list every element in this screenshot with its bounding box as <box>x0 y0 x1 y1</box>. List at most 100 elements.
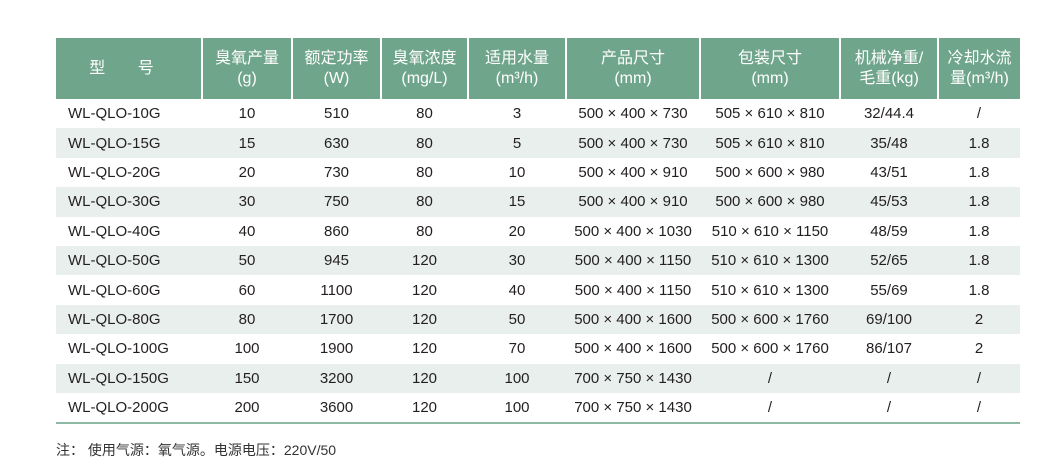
table-cell: 500 × 600 × 1760 <box>711 340 829 358</box>
table-cell: / <box>976 105 982 123</box>
table-cell: 48/59 <box>870 222 908 240</box>
table-cell: 80 <box>416 105 433 123</box>
column-header-line: (m³/h) <box>495 69 539 87</box>
table-cell: 10 <box>238 105 256 123</box>
table-cell: 510 × 610 × 1300 <box>711 281 829 299</box>
table-cell: 1.8 <box>968 163 990 181</box>
table-cell: 60 <box>238 281 256 299</box>
table-cell: 500 × 400 × 1150 <box>574 281 692 299</box>
column-header-line: 额定功率 <box>304 49 369 67</box>
table-cell: 500 × 400 × 1030 <box>574 222 692 240</box>
table-cell: WL-QLO-20G <box>68 163 161 181</box>
table-cell: 860 <box>323 222 350 240</box>
table-cell: 120 <box>411 281 438 299</box>
table-cell: 120 <box>381 304 468 335</box>
table-cell: 5 <box>468 128 566 158</box>
table-cell: 500 × 400 × 1600 <box>566 304 700 335</box>
table-cell: 50 <box>468 304 566 335</box>
column-header: 产品尺寸 (mm) <box>565 38 700 99</box>
table-cell: 30 <box>202 187 292 217</box>
table-row: WL-QLO-10G 10 510 80 3 500 × 400 × 730 505 × 6… <box>56 99 1020 128</box>
column-header-line: (mg/L) <box>401 69 448 87</box>
table-cell: 500 × 400 × 1150 <box>566 245 700 276</box>
table-cell: WL-QLO-10G <box>68 105 161 123</box>
table-cell: 69/100 <box>840 304 938 335</box>
table-cell: 30 <box>468 245 566 276</box>
table-cell: 200 <box>202 392 292 425</box>
column-header-line: 量(m³/h) <box>950 69 1009 87</box>
table-cell: 2 <box>938 304 1020 335</box>
table-cell: 1.8 <box>968 222 990 240</box>
table-row: WL-QLO-15G 15 630 80 5 500 × 400 × 730 505 × 6… <box>56 128 1020 158</box>
table-cell: 3600 <box>292 392 381 425</box>
table-cell: 45/53 <box>840 187 938 217</box>
table-cell: 510 × 610 × 1300 <box>700 245 840 276</box>
table-cell: 40 <box>238 222 256 240</box>
table-cell: 500 × 400 × 910 <box>578 163 688 181</box>
table-header-row: 型 号 臭氧产量 (g) 额定功率 (W) 臭氧浓度 (mg/L) 适用水量 (m³/h) 产品尺… <box>56 38 1020 99</box>
table-cell: 700 × 750 × 1430 <box>566 392 700 425</box>
table-cell: 500 × 400 × 730 <box>578 105 688 123</box>
table-cell: 20 <box>238 163 256 181</box>
table-cell: 750 <box>292 187 381 217</box>
table-cell: 510 × 610 × 1150 <box>711 222 829 240</box>
table-cell: 505 × 610 × 810 <box>715 105 825 123</box>
table-cell: 80 <box>381 187 468 217</box>
table-cell: 50 <box>202 245 292 276</box>
column-header-line: 产品尺寸 <box>600 49 665 67</box>
table-cell: / <box>938 392 1020 425</box>
table-row: WL-QLO-100G 100 1900 120 70 500 × 400 × 1600 5… <box>56 334 1020 363</box>
column-header: 型 号 <box>56 38 202 99</box>
table-cell: 510 <box>323 105 350 123</box>
table-row: WL-QLO-40G 40 860 80 20 500 × 400 × 1030 510 ×… <box>56 217 1020 246</box>
table-cell: 1900 <box>319 340 354 358</box>
column-header-line: (mm) <box>751 69 789 87</box>
table-cell: / <box>700 363 840 393</box>
column-header: 冷却水流量(m³/h) <box>937 38 1020 99</box>
column-header-line: 适用水量 <box>484 49 549 67</box>
column-header-line: (mm) <box>614 69 652 87</box>
table-cell: 500 × 400 × 910 <box>566 187 700 217</box>
column-header-line: 包装尺寸 <box>737 49 802 67</box>
column-header: 机械净重/毛重(kg) <box>839 38 938 99</box>
column-header-line: 型 号 <box>89 59 168 77</box>
table-cell: 120 <box>411 340 438 358</box>
table-cell: 70 <box>508 340 526 358</box>
table-cell: 32/44.4 <box>863 105 915 123</box>
table-cell: WL-QLO-15G <box>56 128 202 158</box>
table-cell: 3 <box>512 105 522 123</box>
table-cell: 500 × 600 × 1760 <box>700 304 840 335</box>
table-row: WL-QLO-20G 20 730 80 10 500 × 400 × 910 500 × … <box>56 158 1020 187</box>
table-cell: 1.8 <box>938 128 1020 158</box>
footnote: 注： 使用气源：氧气源。电源电压：220V/50 <box>56 442 337 458</box>
table-cell: / <box>840 363 938 393</box>
column-header-line: (W) <box>323 69 350 87</box>
column-header: 适用水量 (m³/h) <box>467 38 566 99</box>
table-cell: WL-QLO-200G <box>56 392 202 425</box>
table-cell: 80 <box>202 304 292 335</box>
table-cell: 52/65 <box>840 245 938 276</box>
table-cell: 80 <box>416 163 433 181</box>
table-cell: / <box>700 392 840 425</box>
table-cell: 20 <box>508 222 526 240</box>
table-row: WL-QLO-60G 60 1100 120 40 500 × 400 × 1150 510… <box>56 275 1020 304</box>
table-cell: 55/69 <box>870 281 908 299</box>
table-cell: 500 × 600 × 980 <box>715 163 825 181</box>
table-cell: 35/48 <box>840 128 938 158</box>
table-cell: WL-QLO-60G <box>68 281 161 299</box>
table-cell: 120 <box>381 245 468 276</box>
table-cell: WL-QLO-100G <box>68 340 169 358</box>
table-cell: 86/107 <box>866 340 912 358</box>
column-header-line: 冷却水流 <box>947 49 1012 67</box>
table-cell: 500 × 600 × 980 <box>700 187 840 217</box>
table-cell: 43/51 <box>870 163 908 181</box>
column-header-line: 毛重(kg) <box>859 69 919 87</box>
table-cell: 100 <box>468 392 566 425</box>
column-header: 臭氧浓度 (mg/L) <box>380 38 468 99</box>
table-cell: 1100 <box>320 281 353 299</box>
table-cell: 15 <box>468 187 566 217</box>
column-header: 额定功率 (W) <box>291 38 381 99</box>
table-cell: WL-QLO-30G <box>56 187 202 217</box>
table-cell: 700 × 750 × 1430 <box>566 363 700 393</box>
column-header-line: 机械净重/ <box>854 49 924 67</box>
